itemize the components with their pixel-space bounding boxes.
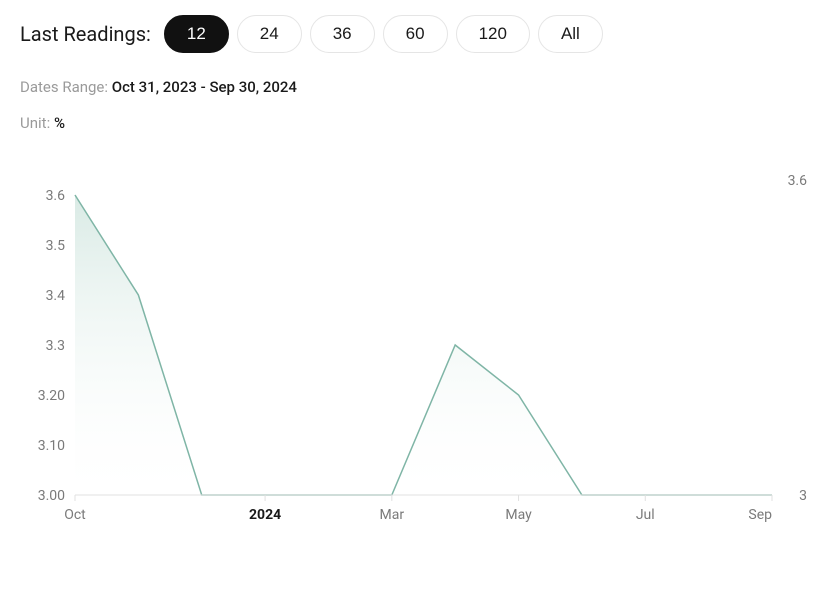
y-tick-label: 3.5 [46, 238, 66, 254]
unit-value: % [54, 114, 65, 132]
y-tick-label: 3.4 [46, 288, 66, 304]
unit-label: Unit: [20, 114, 50, 132]
readings-label: Last Readings: [20, 22, 151, 46]
area-chart: 3.00 3.10 3.20 3.3 3.4 3.5 3.6 Oct 2024 Mar May Jul… [20, 150, 812, 550]
readings-pill-120[interactable]: 120 [456, 15, 530, 53]
readings-filter-row: Last Readings: 12243660120All [20, 15, 812, 53]
unit-line: Unit: % [20, 114, 812, 132]
chart-container: 3.00 3.10 3.20 3.3 3.4 3.5 3.6 Oct 2024 Mar May Jul… [20, 150, 812, 550]
readings-pill-24[interactable]: 24 [237, 15, 302, 53]
y-tick-label: 3.10 [38, 438, 65, 454]
dates-range-label: Dates Range: [20, 78, 108, 96]
x-tick-label: May [505, 507, 532, 523]
readings-pill-12[interactable]: 12 [164, 15, 229, 53]
x-tick-label: 2024 [249, 507, 281, 523]
y-tick-label: 3.20 [38, 388, 65, 404]
readings-pill-all[interactable]: All [538, 15, 603, 53]
x-tick-label: Jul [636, 507, 655, 523]
chart-right-label-bottom: 3 [799, 488, 807, 504]
readings-pill-60[interactable]: 60 [383, 15, 448, 53]
x-tick-label: Mar [380, 507, 405, 523]
chart-right-label-top: 3.6 [788, 173, 808, 189]
readings-pills: 12243660120All [164, 15, 603, 53]
x-tick-label: Oct [64, 507, 86, 523]
y-tick-label: 3.3 [46, 338, 65, 354]
x-tick-label: Sep [748, 507, 772, 523]
chart-area-fill [75, 195, 772, 495]
dates-range-value: Oct 31, 2023 - Sep 30, 2024 [112, 78, 297, 96]
y-tick-label: 3.6 [46, 188, 66, 204]
readings-pill-36[interactable]: 36 [310, 15, 375, 53]
y-tick-label: 3.00 [38, 488, 65, 504]
dates-range-line: Dates Range: Oct 31, 2023 - Sep 30, 2024 [20, 78, 812, 96]
